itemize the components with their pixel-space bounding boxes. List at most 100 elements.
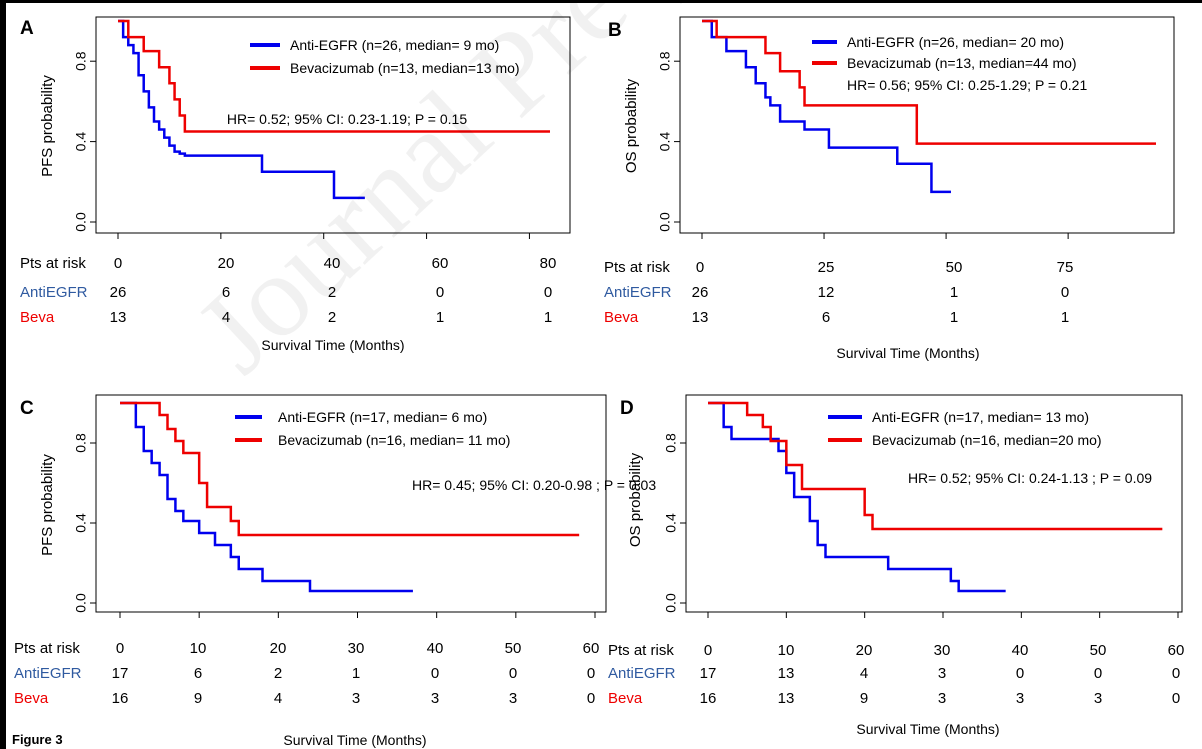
panel-a-legend-label: Bevacizumab (n=13, median=13 mo) — [290, 60, 520, 76]
panel-a-risk-value: 4 — [222, 309, 230, 326]
panel-c-risk-value: 0 — [587, 690, 595, 707]
panel-d-risk-value: 4 — [860, 665, 868, 682]
panel-a-risk-time: 80 — [540, 255, 557, 272]
panel-d-risk-value: 0 — [1016, 665, 1024, 682]
panel-d-legend-label: Bevacizumab (n=16, median=20 mo) — [872, 432, 1102, 448]
panel-c-risk-value: 0 — [431, 665, 439, 682]
panel-a-risk-value: 1 — [544, 309, 552, 326]
panel-a-risk-time: 60 — [432, 255, 449, 272]
panel-b-risk-time: 75 — [1057, 259, 1074, 276]
panel-c-plot-box — [95, 394, 607, 613]
panel-b-risk-value: 0 — [1061, 284, 1069, 301]
panel-b-y-axis-label: OS probability — [623, 78, 640, 173]
panel-c-ytick-label: 0.4 — [73, 513, 89, 533]
panel-b-legend-label: Anti-EGFR (n=26, median= 20 mo) — [847, 34, 1064, 50]
panel-a-hr-annotation: HR= 0.52; 95% CI: 0.23-1.19; P = 0.15 — [227, 111, 467, 127]
panel-d-risk-time: 20 — [856, 642, 873, 659]
panel-d-risk-time: 50 — [1090, 642, 1107, 659]
panel-d-risk-time: 30 — [934, 642, 951, 659]
panel-b-bevacizumab-curve — [702, 19, 1156, 145]
panel-d-risk-time: 40 — [1012, 642, 1029, 659]
panel-c-hr-annotation: HR= 0.45; 95% CI: 0.20-0.98 ; P = 0.03 — [412, 477, 656, 493]
panel-d-y-axis-label: OS probability — [627, 452, 644, 547]
panel-a-ytick-label: 0.8 — [73, 51, 89, 71]
panel-d-risk-row-name: AntiEGFR — [608, 665, 676, 682]
panel-b-letter: B — [608, 20, 622, 41]
panel-b-risk-title: Pts at risk — [604, 259, 670, 276]
panel-a-risk-title: Pts at risk — [20, 255, 86, 272]
panel-b-ytick-label: 0.4 — [657, 132, 673, 152]
panel-c-risk-title: Pts at risk — [14, 640, 80, 657]
panel-a-letter: A — [20, 18, 34, 39]
panel-a-y-axis-label: PFS probability — [39, 75, 56, 177]
panel-d-ytick-label: 0.0 — [663, 593, 679, 613]
panel-d-bevacizumab-curve — [708, 401, 1163, 531]
panel-b-risk-row-name: AntiEGFR — [604, 284, 672, 301]
panel-d-risk-value: 3 — [1016, 690, 1024, 707]
panel-d-risk-value: 0 — [1094, 665, 1102, 682]
panel-c-y-axis-label: PFS probability — [39, 454, 56, 556]
panel-b-ytick-label: 0.0 — [657, 212, 673, 232]
panel-d-ytick-label: 0.4 — [663, 513, 679, 533]
panel-a-risk-value: 2 — [328, 309, 336, 326]
panel-c-risk-value: 0 — [509, 665, 517, 682]
panel-a-anti-egfr-curve — [118, 19, 365, 200]
panel-d-risk-value: 13 — [778, 665, 795, 682]
panel-c-letter: C — [20, 398, 34, 419]
panel-c-risk-time: 30 — [348, 640, 365, 657]
panel-b-ytick-label: 0.8 — [657, 51, 673, 71]
panel-a-risk-value: 2 — [328, 284, 336, 301]
panel-c-risk-time: 0 — [116, 640, 124, 657]
panel-c-ytick-label: 0.8 — [73, 433, 89, 453]
figure-caption: Figure 3 — [12, 732, 63, 747]
panel-c-risk-time: 60 — [583, 640, 600, 657]
panel-c-risk-time: 50 — [505, 640, 522, 657]
panel-c-ytick-label: 0.0 — [73, 593, 89, 613]
panel-d-anti-egfr-curve — [708, 401, 1006, 593]
panel-a-risk-time: 40 — [324, 255, 341, 272]
panel-d-legend-label: Anti-EGFR (n=17, median= 13 mo) — [872, 409, 1089, 425]
panel-d-plot-box — [685, 394, 1183, 613]
panel-d-letter: D — [620, 398, 634, 419]
panel-a-risk-row-name: AntiEGFR — [20, 284, 88, 301]
panel-c-risk-time: 20 — [270, 640, 287, 657]
panel-d-risk-value: 3 — [938, 690, 946, 707]
panel-b-risk-value: 12 — [818, 284, 835, 301]
panel-c-risk-row-name: Beva — [14, 690, 49, 707]
panel-d-risk-value: 0 — [1172, 690, 1180, 707]
panel-d-risk-title: Pts at risk — [608, 642, 674, 659]
panel-d-x-axis-label: Survival Time (Months) — [856, 721, 999, 737]
panel-c-anti-egfr-curve — [120, 401, 413, 593]
panel-a-legend-label: Anti-EGFR (n=26, median= 9 mo) — [290, 37, 499, 53]
panel-c-risk-value: 6 — [194, 665, 202, 682]
panel-d-risk-value: 13 — [778, 690, 795, 707]
panel-a-bevacizumab-curve — [118, 19, 550, 133]
panel-b-risk-time: 0 — [696, 259, 704, 276]
panel-a-x-axis-label: Survival Time (Months) — [261, 337, 404, 353]
panel-d-risk-value: 3 — [1094, 690, 1102, 707]
panel-c-risk-row-name: AntiEGFR — [14, 665, 82, 682]
panel-a-risk-time: 0 — [114, 255, 122, 272]
panel-c-risk-value: 9 — [194, 690, 202, 707]
panel-d-risk-value: 17 — [700, 665, 717, 682]
panel-c-risk-time: 10 — [190, 640, 207, 657]
panel-b-legend-label: Bevacizumab (n=13, median=44 mo) — [847, 55, 1077, 71]
panel-d-risk-time: 10 — [778, 642, 795, 659]
panel-a-risk-value: 1 — [436, 309, 444, 326]
panel-c-risk-value: 2 — [274, 665, 282, 682]
panel-d-hr-annotation: HR= 0.52; 95% CI: 0.24-1.13 ; P = 0.09 — [908, 470, 1152, 486]
panel-b-x-axis-label: Survival Time (Months) — [836, 345, 979, 361]
panel-a-risk-row-name: Beva — [20, 309, 55, 326]
panel-a-ytick-label: 0.4 — [73, 132, 89, 152]
panel-a-risk-value: 13 — [110, 309, 127, 326]
panel-b-risk-row-name: Beva — [604, 309, 639, 326]
panel-a-risk-value: 26 — [110, 284, 127, 301]
panel-c-risk-value: 17 — [112, 665, 129, 682]
panel-c-risk-value: 3 — [509, 690, 517, 707]
panel-d-risk-value: 9 — [860, 690, 868, 707]
panel-c-risk-value: 4 — [274, 690, 282, 707]
panel-a-risk-value: 0 — [436, 284, 444, 301]
panel-b-risk-time: 25 — [818, 259, 835, 276]
